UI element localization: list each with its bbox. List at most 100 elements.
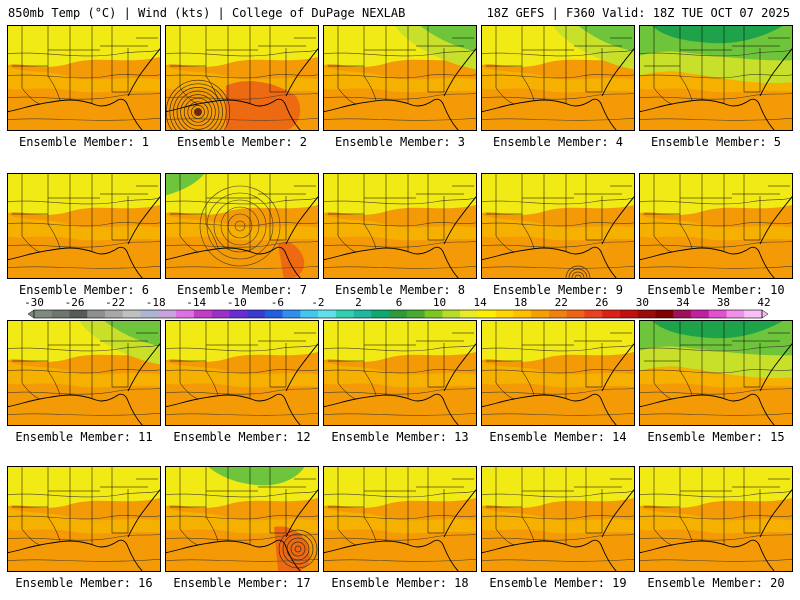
ensemble-member-label: Ensemble Member: 8 <box>334 283 466 297</box>
colorbar-segment <box>513 310 532 318</box>
ensemble-member-label: Ensemble Member: 10 <box>647 283 785 297</box>
colorbar-segment <box>140 310 159 318</box>
colorbar-segment <box>51 310 70 318</box>
ensemble-member-label: Ensemble Member: 1 <box>18 135 150 149</box>
colorbar-segment <box>353 310 372 318</box>
ensemble-member-label: Ensemble Member: 6 <box>18 283 150 297</box>
ensemble-member-label: Ensemble Member: 19 <box>489 576 627 590</box>
colorbar-segment <box>655 310 674 318</box>
colorbar-tick-label: -22 <box>105 296 125 309</box>
ensemble-member-map <box>639 320 793 426</box>
ensemble-member-label: Ensemble Member: 2 <box>176 135 308 149</box>
ensemble-member-map <box>481 25 635 131</box>
colorbar-tick-label: 2 <box>355 296 362 309</box>
colorbar-tick-label: 42 <box>757 296 770 309</box>
colorbar-tick-label: -6 <box>271 296 284 309</box>
ensemble-member-label: Ensemble Member: 12 <box>173 430 311 444</box>
colorbar-segment <box>264 310 283 318</box>
colorbar-tick-label: -30 <box>24 296 44 309</box>
colorbar-segment <box>247 310 266 318</box>
ensemble-member-label: Ensemble Member: 4 <box>492 135 624 149</box>
colorbar-segment <box>105 310 124 318</box>
ensemble-member-map <box>639 173 793 279</box>
ensemble-member-map <box>323 320 477 426</box>
colorbar-tick-label: -14 <box>186 296 206 309</box>
colorbar-segment <box>34 310 53 318</box>
ensemble-member-map <box>323 173 477 279</box>
colorbar-segment <box>602 310 621 318</box>
ensemble-member-label: Ensemble Member: 14 <box>489 430 627 444</box>
colorbar-segment <box>69 310 88 318</box>
ensemble-member-label: Ensemble Member: 16 <box>15 576 153 590</box>
ensemble-member-map <box>481 466 635 572</box>
ensemble-member-map <box>639 466 793 572</box>
colorbar-segment <box>158 310 177 318</box>
colorbar-segment <box>495 310 514 318</box>
ensemble-member-map <box>165 25 319 131</box>
colorbar-segment <box>619 310 639 318</box>
colorbar-right-arrow <box>761 309 769 319</box>
colorbar-segment <box>406 310 425 318</box>
ensemble-member-label: Ensemble Member: 13 <box>331 430 469 444</box>
ensemble-member-map <box>323 25 477 131</box>
ensemble-member-map <box>323 466 477 572</box>
colorbar-tick-label: -10 <box>227 296 247 309</box>
colorbar-segment <box>389 310 408 318</box>
ensemble-member-map <box>7 466 161 572</box>
colorbar-segment <box>282 310 301 318</box>
ensemble-member-map <box>165 320 319 426</box>
colorbar-tick-label: 34 <box>676 296 690 309</box>
valid-time-label: 18Z GEFS | F360 Valid: 18Z TUE OCT 07 20… <box>486 6 790 20</box>
colorbar-tick-label: 6 <box>396 296 403 309</box>
colorbar-tick-label: 22 <box>555 296 568 309</box>
colorbar-segment <box>229 310 248 318</box>
colorbar-tick-label: 10 <box>433 296 446 309</box>
colorbar-tick-label: 26 <box>595 296 608 309</box>
colorbar-segment <box>548 310 567 318</box>
ensemble-member-label: Ensemble Member: 11 <box>15 430 153 444</box>
colorbar-segment <box>477 310 496 318</box>
temperature-colorbar: -30 -26 -22 -18 -14 -10 -6 -2 2 6 10 14 18 22 26 30 34 38… <box>24 296 771 319</box>
colorbar-segment <box>637 310 656 318</box>
ensemble-member-map <box>7 25 161 131</box>
map-title: 850mb Temp (°C) | Wind (kts) | College o… <box>8 6 406 20</box>
colorbar-segment <box>300 310 319 318</box>
colorbar-segment <box>744 310 763 318</box>
colorbar-segment <box>87 310 106 318</box>
ensemble-member-map <box>165 466 319 572</box>
colorbar-segment <box>442 310 461 318</box>
ensemble-member-label: Ensemble Member: 15 <box>647 430 785 444</box>
colorbar-segment <box>335 310 354 318</box>
colorbar-tick-label: 30 <box>636 296 649 309</box>
colorbar-left-arrow <box>27 309 35 319</box>
colorbar-tick-label: -26 <box>65 296 85 309</box>
colorbar-segment <box>318 310 337 318</box>
colorbar-tick-label: 18 <box>514 296 527 309</box>
colorbar-segment <box>708 310 727 318</box>
ensemble-member-map <box>165 173 319 279</box>
ensemble-member-label: Ensemble Member: 5 <box>650 135 782 149</box>
colorbar-segment <box>690 310 710 318</box>
colorbar-segment <box>673 310 692 318</box>
colorbar-tick-label: -2 <box>311 296 324 309</box>
colorbar-segment <box>424 310 443 318</box>
colorbar-segment <box>371 310 390 318</box>
colorbar-segment <box>531 310 550 318</box>
colorbar-segment <box>566 310 585 318</box>
ensemble-member-map <box>639 25 793 131</box>
colorbar-tick-label: 14 <box>473 296 487 309</box>
colorbar-tick-label: 38 <box>717 296 730 309</box>
colorbar-tick-label: -18 <box>146 296 166 309</box>
ensemble-member-label: Ensemble Member: 17 <box>173 576 311 590</box>
colorbar-segment <box>726 310 745 318</box>
ensemble-member-map <box>7 320 161 426</box>
ensemble-member-label: Ensemble Member: 18 <box>331 576 469 590</box>
colorbar-segment <box>193 310 212 318</box>
colorbar-segment <box>211 310 230 318</box>
colorbar-segment <box>122 310 141 318</box>
ensemble-member-map <box>7 173 161 279</box>
ensemble-member-label: Ensemble Member: 9 <box>492 283 624 297</box>
colorbar-segment <box>176 310 195 318</box>
colorbar-segment <box>460 310 479 318</box>
ensemble-member-map <box>481 173 635 279</box>
